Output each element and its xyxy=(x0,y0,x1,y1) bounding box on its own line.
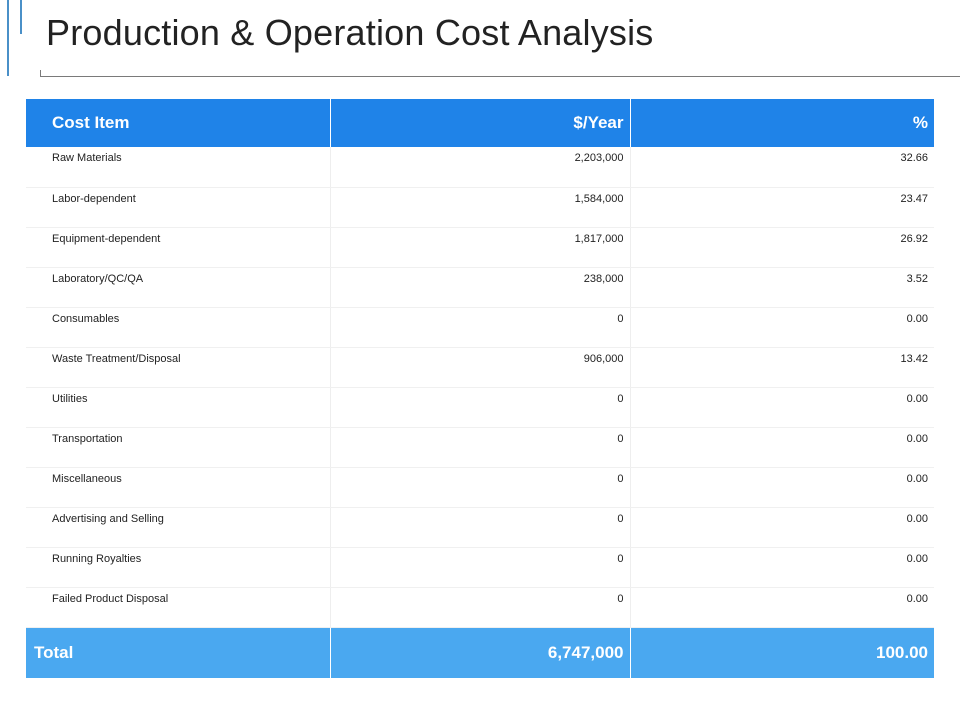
percent-cell: 0.00 xyxy=(629,547,934,588)
per-year-cell: 0 xyxy=(329,547,630,588)
total-per-year: 6,747,000 xyxy=(329,627,630,678)
percent-cell: 0.00 xyxy=(629,507,934,548)
cost-item-cell: Equipment-dependent xyxy=(26,227,330,268)
per-year-cell: 0 xyxy=(329,427,630,468)
header-cost-item: Cost Item xyxy=(26,99,330,147)
cost-item-cell: Raw Materials xyxy=(26,147,330,188)
per-year-cell: 1,584,000 xyxy=(329,187,630,228)
per-year-cell: 238,000 xyxy=(329,267,630,308)
table-row: Raw Materials 2,203,000 32.66 xyxy=(26,147,934,188)
per-year-cell: 0 xyxy=(329,307,630,348)
table-row: Transportation 0 0.00 xyxy=(26,427,934,468)
percent-cell: 0.00 xyxy=(629,427,934,468)
cost-item-cell: Advertising and Selling xyxy=(26,507,330,548)
table-row: Running Royalties 0 0.00 xyxy=(26,547,934,588)
table-row: Miscellaneous 0 0.00 xyxy=(26,467,934,508)
table-body: Raw Materials 2,203,000 32.66 Labor-depende… xyxy=(26,147,934,628)
percent-cell: 23.47 xyxy=(629,187,934,228)
table-row: Consumables 0 0.00 xyxy=(26,307,934,348)
percent-cell: 0.00 xyxy=(629,587,934,628)
cost-table: Cost Item $/Year % Raw Materials 2,203,00… xyxy=(26,99,934,678)
percent-cell: 3.52 xyxy=(629,267,934,308)
table-footer: Total 6,747,000 100.00 xyxy=(26,627,934,678)
per-year-cell: 0 xyxy=(329,467,630,508)
cost-item-cell: Labor-dependent xyxy=(26,187,330,228)
table-row: Laboratory/QC/QA 238,000 3.52 xyxy=(26,267,934,308)
accent-bar-left xyxy=(7,0,9,76)
page-title: Production & Operation Cost Analysis xyxy=(46,12,654,53)
per-year-cell: 0 xyxy=(329,507,630,548)
table-row: Waste Treatment/Disposal 906,000 13.42 xyxy=(26,347,934,388)
percent-cell: 0.00 xyxy=(629,307,934,348)
header-percent: % xyxy=(629,99,934,147)
cost-item-cell: Utilities xyxy=(26,387,330,428)
accent-bar-right xyxy=(20,0,22,34)
cost-item-cell: Miscellaneous xyxy=(26,467,330,508)
percent-cell: 0.00 xyxy=(629,387,934,428)
cost-item-cell: Laboratory/QC/QA xyxy=(26,267,330,308)
table-row: Failed Product Disposal 0 0.00 xyxy=(26,587,934,628)
table-row: Advertising and Selling 0 0.00 xyxy=(26,507,934,548)
cost-item-cell: Transportation xyxy=(26,427,330,468)
percent-cell: 13.42 xyxy=(629,347,934,388)
table-row: Labor-dependent 1,584,000 23.47 xyxy=(26,187,934,228)
total-percent: 100.00 xyxy=(629,627,934,678)
total-row: Total 6,747,000 100.00 xyxy=(26,627,934,678)
total-label: Total xyxy=(26,627,330,678)
title-divider xyxy=(40,76,960,77)
per-year-cell: 0 xyxy=(329,587,630,628)
cost-item-cell: Running Royalties xyxy=(26,547,330,588)
header-row: Cost Item $/Year % xyxy=(26,99,934,147)
table-row: Equipment-dependent 1,817,000 26.92 xyxy=(26,227,934,268)
percent-cell: 32.66 xyxy=(629,147,934,188)
title-rule-tick xyxy=(40,70,41,77)
percent-cell: 0.00 xyxy=(629,467,934,508)
per-year-cell: 1,817,000 xyxy=(329,227,630,268)
cost-item-cell: Failed Product Disposal xyxy=(26,587,330,628)
table-row: Utilities 0 0.00 xyxy=(26,387,934,428)
header-per-year: $/Year xyxy=(329,99,630,147)
per-year-cell: 0 xyxy=(329,387,630,428)
per-year-cell: 2,203,000 xyxy=(329,147,630,188)
percent-cell: 26.92 xyxy=(629,227,934,268)
per-year-cell: 906,000 xyxy=(329,347,630,388)
cost-item-cell: Waste Treatment/Disposal xyxy=(26,347,330,388)
cost-item-cell: Consumables xyxy=(26,307,330,348)
table-header: Cost Item $/Year % xyxy=(26,99,934,147)
